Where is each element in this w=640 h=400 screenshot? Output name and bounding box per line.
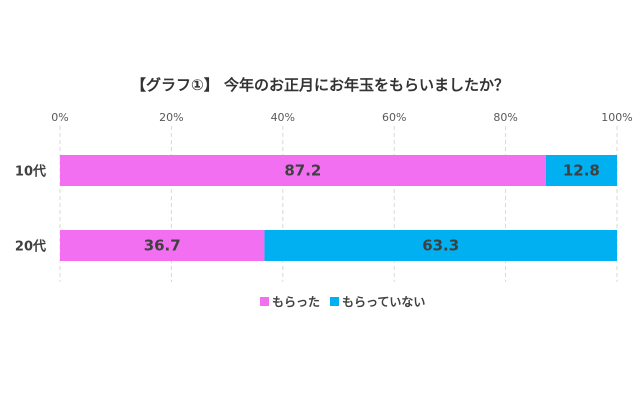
category-label: 10代 — [15, 164, 46, 180]
data-label: 12.8 — [563, 162, 600, 180]
bar-segment — [545, 155, 617, 186]
x-tick-label: 40% — [271, 111, 295, 124]
x-tick-label: 20% — [159, 111, 183, 124]
data-label: 36.7 — [144, 237, 181, 255]
legend: もらった もらっていない — [260, 295, 425, 309]
data-label: 63.3 — [422, 237, 459, 255]
legend-swatch — [260, 297, 269, 306]
legend-swatch — [330, 297, 339, 306]
x-tick-label: 0% — [51, 111, 68, 124]
x-tick-label: 100% — [601, 111, 632, 124]
bar-segment — [60, 230, 265, 261]
bar-segment — [264, 230, 617, 261]
bar-segment — [60, 155, 546, 186]
x-tick-label: 80% — [493, 111, 517, 124]
bars: 87.2 12.8 36.7 63.3 — [60, 155, 617, 261]
chart-title: 【グラフ①】 今年のお正月にお年玉をもらいましたか？ — [131, 76, 509, 94]
legend-label: もらった — [272, 295, 320, 309]
category-labels: 10代 20代 — [15, 164, 46, 255]
x-tick-label: 60% — [382, 111, 406, 124]
legend-label: もらっていない — [342, 295, 425, 309]
x-axis-ticks: 0% 20% 40% 60% 80% 100% — [51, 111, 632, 124]
data-label: 87.2 — [284, 162, 321, 180]
category-label: 20代 — [15, 239, 46, 255]
